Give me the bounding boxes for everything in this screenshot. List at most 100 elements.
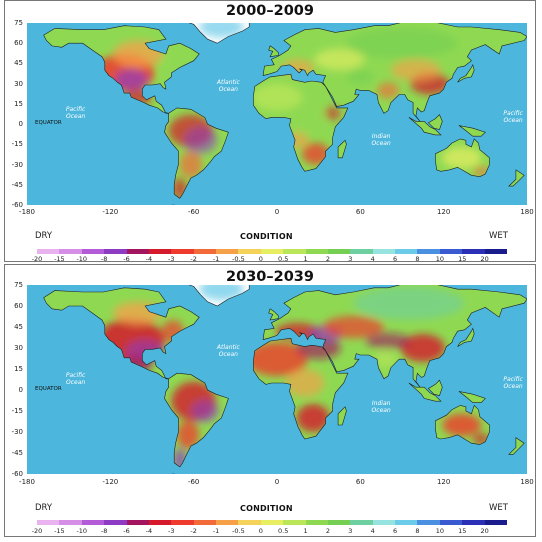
y-tick-label: 60 xyxy=(14,302,23,310)
legend-value: 2 xyxy=(325,255,330,263)
condition-region xyxy=(183,126,218,154)
legend-swatch xyxy=(439,249,463,254)
legend-swatch xyxy=(148,249,172,254)
legend-swatch xyxy=(484,520,507,525)
landmass-uk xyxy=(268,45,279,57)
coastline-madagascar xyxy=(337,139,347,159)
y-tick-label: 60 xyxy=(14,39,23,48)
legend-value: -10 xyxy=(76,255,88,263)
legend-value: 20 xyxy=(480,255,489,263)
y-tick-label: -15 xyxy=(11,407,23,415)
coastline-southAmerica xyxy=(164,107,229,199)
legend-value: 6 xyxy=(393,527,398,535)
coastline-eurasia xyxy=(262,23,527,122)
y-tick-label: 30 xyxy=(14,344,23,352)
map-panel-2000-2009: 2000–2009 Pacific Ocean Atlantic Ocean Indi… xyxy=(4,0,536,263)
y-tick-label: -60 xyxy=(11,470,23,478)
legend-value: 20 xyxy=(480,527,489,535)
y-tick-label: 0 xyxy=(18,386,23,394)
legend-title: CONDITION xyxy=(240,504,293,513)
y-tick-label: 15 xyxy=(14,365,23,373)
landmass-newGuinea xyxy=(458,391,486,403)
map-panel-2030-2039: 2030–2039 Pacific Ocean Atlantic Ocean Indi… xyxy=(4,264,536,537)
y-tick-label: 75 xyxy=(14,281,23,289)
coastline-eurasia xyxy=(262,285,527,388)
condition-overlay xyxy=(97,285,490,472)
ocean-label-pacific-right: Pacific Ocean xyxy=(503,110,523,125)
landmass-indonesia xyxy=(408,383,441,402)
legend-swatch xyxy=(238,249,261,254)
legend-swatch xyxy=(104,520,127,525)
x-tick-label: -60 xyxy=(187,208,200,216)
x-tick-label: -120 xyxy=(102,208,119,216)
condition-region xyxy=(246,342,308,376)
legend-value: -0.5 xyxy=(232,527,245,535)
coastline-africa xyxy=(253,73,349,172)
legend-swatch xyxy=(104,249,127,254)
condition-region xyxy=(314,48,365,71)
legend-wet-label: WET xyxy=(489,231,508,241)
legend-value: 8 xyxy=(415,527,420,535)
condition-region xyxy=(158,56,187,79)
condition-overlay xyxy=(93,23,490,200)
y-tick-label: 30 xyxy=(14,79,23,88)
y-tick-label: -45 xyxy=(11,449,23,457)
legend-value: 15 xyxy=(458,255,467,263)
legend-swatch xyxy=(59,249,82,254)
coastline-newZealand xyxy=(508,169,525,187)
coastline-japan xyxy=(457,327,475,347)
condition-region xyxy=(285,103,325,131)
legend-swatch xyxy=(37,249,60,254)
landmass-indonesia xyxy=(408,117,441,135)
legend-color-bar xyxy=(37,520,507,525)
legend-swatch xyxy=(462,249,485,254)
coastline-indonesia xyxy=(408,382,442,402)
legend-value: 0.5 xyxy=(278,255,289,263)
legend-value: 8 xyxy=(415,255,420,263)
panel-title: 2000–2009 xyxy=(226,3,314,19)
coastline-africa xyxy=(253,337,349,440)
legend-value: -6 xyxy=(123,527,130,535)
y-tick-label: -60 xyxy=(11,201,23,209)
condition-region xyxy=(400,334,446,362)
legend-value: 4 xyxy=(370,527,375,535)
coastline-madagascar xyxy=(337,406,347,426)
condition-region xyxy=(442,147,482,169)
legend-value: -15 xyxy=(54,255,65,263)
landmass-madagascar xyxy=(338,140,347,158)
legend-swatch xyxy=(59,520,82,525)
legend-value: -20 xyxy=(31,527,43,535)
legend-value: -3 xyxy=(168,527,175,535)
condition-region xyxy=(199,285,244,301)
coastline-greenland xyxy=(188,285,250,307)
x-tick-label: -180 xyxy=(19,208,35,216)
condition-region xyxy=(286,132,309,149)
condition-region xyxy=(113,301,164,325)
legend-swatch xyxy=(126,249,149,254)
condition-region xyxy=(472,165,490,177)
x-tick-label: -120 xyxy=(102,478,119,486)
legend-swatch xyxy=(350,249,373,254)
ocean-label-atlantic: Atlantic Ocean xyxy=(216,79,240,94)
y-tick-label: -45 xyxy=(11,180,23,189)
legend-swatch xyxy=(372,520,395,525)
legend-value: 10 xyxy=(435,255,444,263)
x-tick-label: 0 xyxy=(274,208,280,216)
condition-region xyxy=(199,23,244,38)
legend-dry-label: DRY xyxy=(35,231,53,241)
coastline-newGuinea xyxy=(458,391,486,403)
condition-region xyxy=(114,68,148,91)
legend-swatch xyxy=(305,249,328,254)
landmass-uk xyxy=(268,308,279,320)
legend-swatch xyxy=(81,520,105,525)
landmass-madagascar xyxy=(338,406,347,425)
legend-swatch xyxy=(148,520,172,525)
legend-swatch xyxy=(327,249,351,254)
legend-title: CONDITION xyxy=(240,232,293,241)
condition-region xyxy=(302,142,330,165)
equator-label: EQUATOR xyxy=(35,386,62,392)
legend-swatch xyxy=(216,520,239,525)
condition-region xyxy=(285,369,325,397)
legend-value: 1 xyxy=(303,527,308,535)
condition-region xyxy=(252,83,302,111)
